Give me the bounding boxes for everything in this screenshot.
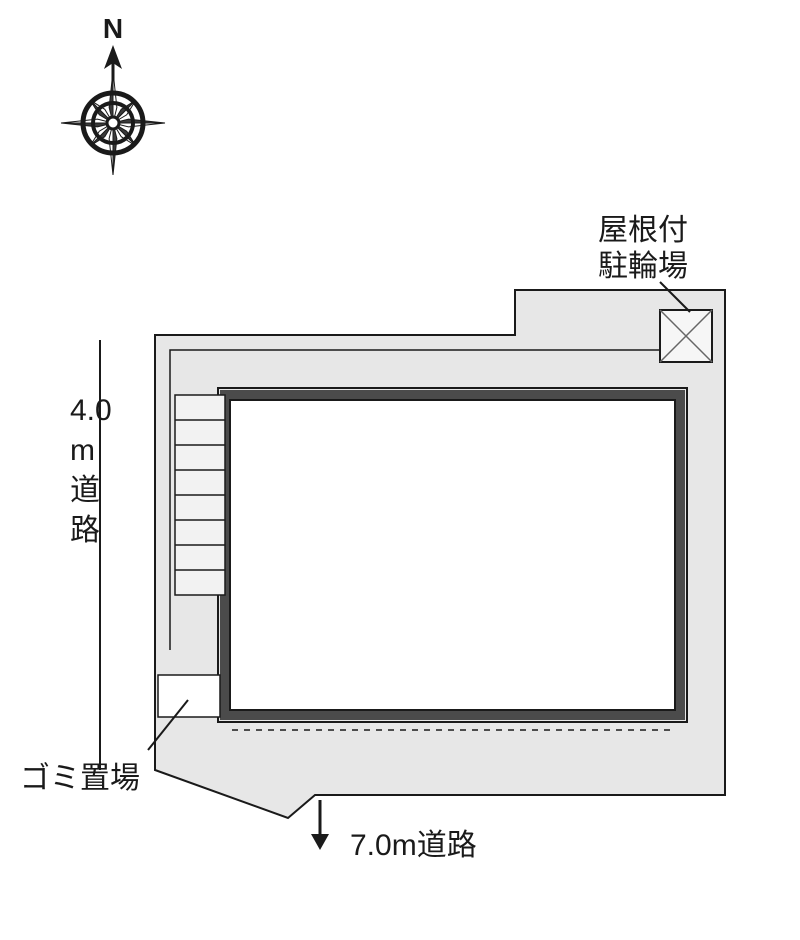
compass-icon: N — [61, 13, 165, 175]
bike-parking-label-2: 駐輪場 — [598, 250, 688, 283]
bike-parking-box — [660, 310, 712, 362]
road-left-label-1: m — [70, 434, 95, 467]
road-left-label-2: 道 — [70, 474, 100, 507]
road-left-label-3: 路 — [70, 514, 100, 547]
bike-parking-label-1: 屋根付 — [598, 214, 688, 247]
entrance-arrow-head — [311, 834, 329, 850]
trash-box — [158, 675, 220, 717]
building-interior — [230, 400, 675, 710]
stairs — [175, 395, 225, 595]
road-left-label-0: 4.0 — [70, 394, 112, 427]
compass-north-label: N — [103, 13, 123, 44]
road-bottom-label: 7.0m道路 — [350, 829, 477, 862]
trash-label: ゴミ置場 — [20, 762, 140, 795]
